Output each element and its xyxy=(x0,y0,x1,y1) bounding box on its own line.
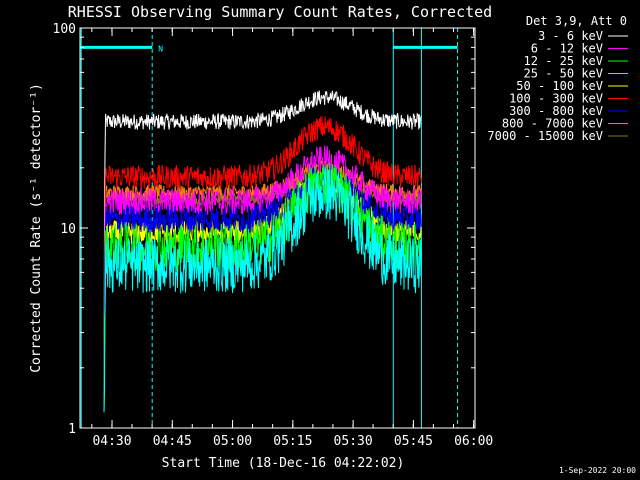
series-line-6 xyxy=(103,163,422,413)
x-tick-label: 05:45 xyxy=(394,434,433,449)
legend-label: 800 - 7000 keV xyxy=(502,117,603,131)
legend-header: Det 3,9, Att 0 xyxy=(526,14,627,28)
y-axis-label: Corrected Count Rate (s⁻¹ detector⁻¹) xyxy=(29,83,44,373)
x-axis: 04:30 04:45 05:00 05:15 05:30 05:45 06:00 xyxy=(91,28,493,449)
x-tick-label: 04:30 xyxy=(92,434,131,449)
x-axis-label: Start Time (18-Dec-16 04:22:02) xyxy=(162,456,405,471)
series-line-7 xyxy=(103,159,422,413)
series-line-0 xyxy=(103,90,422,413)
x-tick-label: 05:30 xyxy=(334,434,373,449)
x-tick-label: 04:45 xyxy=(153,434,192,449)
legend-label: 25 - 50 keV xyxy=(524,67,603,81)
legend-label: 50 - 100 keV xyxy=(516,79,603,93)
chart-title: RHESSI Observing Summary Count Rates, Co… xyxy=(68,3,492,21)
legend-label: 7000 - 15000 keV xyxy=(487,129,603,143)
series-line-3 xyxy=(103,166,422,413)
footer-timestamp: 1-Sep-2022 20:00 xyxy=(559,466,636,475)
x-tick-label: 05:00 xyxy=(213,434,252,449)
legend-label: 6 - 12 keV xyxy=(531,42,603,56)
x-tick-label: 06:00 xyxy=(454,434,493,449)
y-axis: 1 10 100 xyxy=(53,22,475,437)
y-tick-label: 100 xyxy=(53,22,76,37)
series-line-5 xyxy=(103,116,422,413)
bar-marker-label: N xyxy=(158,44,163,53)
y-tick-label: 1 xyxy=(68,422,76,437)
legend-label: 3 - 6 keV xyxy=(538,29,603,43)
legend-label: 100 - 300 keV xyxy=(509,92,603,106)
x-tick-label: 05:15 xyxy=(273,434,312,449)
legend-label: 300 - 800 keV xyxy=(509,104,603,118)
legend-label: 12 - 25 keV xyxy=(524,54,603,68)
y-tick-label: 10 xyxy=(60,222,76,237)
